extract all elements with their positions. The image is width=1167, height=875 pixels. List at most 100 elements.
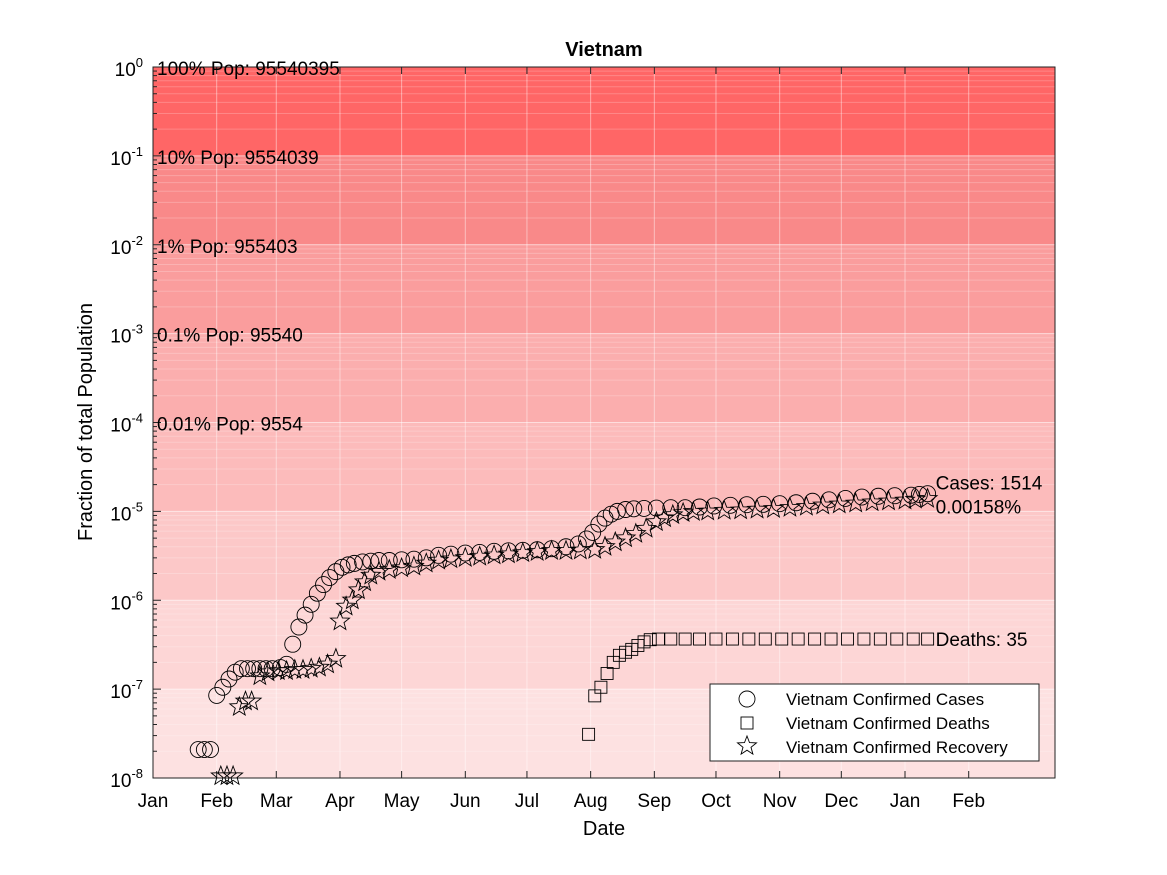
legend-item-recovery: Vietnam Confirmed Recovery (786, 738, 1008, 757)
recovery-marker (222, 764, 244, 786)
cases-marker (635, 499, 653, 517)
band-label: 1% Pop: 955403 (157, 237, 298, 258)
band-label: 0.01% Pop: 9554 (157, 415, 303, 436)
cases-marker (220, 670, 238, 688)
deaths-marker (873, 632, 887, 646)
deaths-marker (791, 632, 805, 646)
cases-marker (569, 535, 587, 553)
legend-markers (736, 690, 758, 756)
recovery-marker (267, 659, 290, 681)
recovery-marker (454, 546, 477, 567)
deaths-marker (742, 632, 756, 646)
y-tick-label: 10-4 (110, 411, 143, 437)
recovery-marker (216, 764, 238, 786)
cases-marker (617, 501, 635, 518)
recovery-marker (672, 501, 694, 523)
recovery-marker (284, 658, 306, 679)
y-tick-label: 10-1 (110, 144, 143, 170)
recovery-marker (468, 545, 491, 566)
deaths-marker (824, 632, 838, 646)
recovery-marker (779, 496, 801, 517)
chart-title: Vietnam (565, 39, 642, 61)
recovery-marker (228, 695, 251, 717)
recovery-marker (497, 542, 520, 564)
recovery-marker (526, 540, 548, 562)
recovery-marker (390, 556, 413, 578)
deaths-marker (582, 727, 596, 741)
cases-marker (302, 595, 320, 613)
recovery-marker (614, 526, 637, 548)
deaths-marker (906, 632, 920, 646)
cases-marker (278, 655, 296, 673)
recovery-marker (308, 656, 331, 677)
recovery-marker (341, 589, 364, 610)
recovery-marker (316, 653, 339, 674)
cases-marker (608, 502, 626, 520)
x-tick-label: Feb (952, 791, 985, 812)
cases-marker (345, 554, 363, 572)
recovery-marker (335, 595, 357, 616)
cases-marker (625, 500, 643, 518)
recovery-marker (645, 510, 668, 532)
recovery-marker (325, 647, 347, 668)
y-tick-label: 10-3 (110, 322, 143, 348)
x-tick-label: Oct (701, 791, 731, 812)
cases-marker (354, 553, 372, 571)
x-tick-label: Dec (824, 791, 858, 812)
population-band (153, 155, 1055, 245)
cases-marker (417, 549, 435, 567)
recovery-marker (368, 560, 390, 581)
recovery-marker (257, 660, 279, 682)
recovery-marker (844, 492, 867, 513)
x-tick-label: Mar (260, 791, 293, 812)
deaths-marker (709, 632, 723, 646)
deaths-marker (775, 632, 789, 646)
cases-marker (284, 635, 302, 653)
cases-marker (442, 545, 460, 563)
x-tick-label: Jul (515, 791, 539, 812)
x-tick-label: Aug (574, 791, 608, 812)
recovery-marker (894, 489, 916, 510)
y-tick-label: 10-7 (110, 677, 143, 703)
recovery-marker (569, 539, 592, 560)
recovery-marker (583, 538, 606, 559)
cases-marker (290, 618, 308, 636)
recovery-marker (292, 658, 314, 679)
y-tick-label: 10-5 (110, 499, 143, 525)
recovery-marker (828, 493, 851, 514)
recovery-marker (378, 558, 401, 579)
recovery-marker (234, 690, 257, 711)
recovery-marker (625, 522, 647, 543)
deaths-marker (678, 632, 692, 646)
recovery-marker (300, 657, 322, 678)
deaths-marker (643, 633, 657, 647)
recovery-marker (440, 547, 462, 569)
population-band (153, 67, 1055, 156)
population-band (153, 244, 1055, 334)
recovery-marker (662, 503, 684, 525)
cases-marker (339, 556, 357, 574)
recovery-marker (812, 494, 834, 515)
recovery-marker (904, 488, 927, 509)
cases-marker (251, 660, 269, 678)
recovery-marker (329, 610, 351, 631)
legend-deaths-marker (740, 716, 754, 730)
deaths-marker (725, 632, 739, 646)
x-tick-label: May (384, 791, 420, 812)
band-label: 0.1% Pop: 95540 (157, 326, 303, 347)
legend-item-deaths: Vietnam Confirmed Deaths (786, 714, 990, 733)
recovery-marker (594, 535, 616, 556)
x-tick-label: Sep (637, 791, 671, 812)
cases-marker (676, 499, 694, 517)
y-tick-label: 100 (115, 55, 143, 81)
ticks: Jan Feb Mar Apr May Jun Jul Aug Sep Oct Nov Dec Jan F… (110, 55, 985, 812)
recovery-marker (483, 544, 505, 565)
cases-marker (380, 552, 398, 569)
cases-marker (321, 569, 339, 587)
deaths-marker (921, 632, 935, 646)
x-tick-label: Feb (200, 791, 233, 812)
cases-marker (405, 550, 423, 568)
cases-marker (189, 741, 207, 758)
cases-marker (296, 606, 314, 624)
